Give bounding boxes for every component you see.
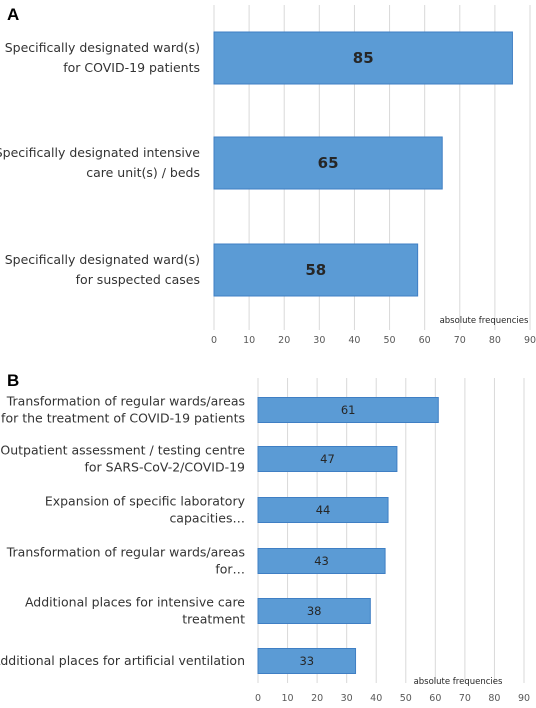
category-label-a-3: Specifically designated ward(s) for suspe…: [5, 252, 200, 287]
x-tick-label-b-70: 70: [459, 693, 471, 704]
x-tick-label-b-90: 90: [518, 693, 530, 704]
panel-letter-a: A: [7, 5, 19, 24]
x-tick-label-a-40: 40: [348, 335, 360, 346]
bar-b-4: [257, 548, 386, 574]
x-tick-label-a-10: 10: [243, 335, 255, 346]
category-label-b-2: Outpatient assessment / testing centre fo…: [0, 443, 245, 475]
data-label-b-1: 61: [341, 403, 356, 417]
category-label-b-3: Expansion of specific laboratory capaciti…: [45, 494, 246, 526]
panel-b: B 0 10 20 30 40 50 60 70 80 90 absolute frequencies…: [0, 371, 530, 704]
bar-b-1: [257, 397, 439, 423]
x-tick-label-b-60: 60: [429, 693, 441, 704]
x-tick-label-b-80: 80: [488, 693, 500, 704]
bar-b-5: [257, 598, 371, 624]
data-label-b-4: 43: [314, 554, 329, 568]
x-axis-title-a: absolute frequencies: [440, 316, 529, 326]
x-tick-label-a-20: 20: [278, 335, 290, 346]
category-label-b-1: Transformation of regular wards/areas for…: [1, 394, 245, 426]
data-label-a-1: 85: [353, 49, 374, 67]
x-tick-label-b-20: 20: [311, 693, 323, 704]
x-tick-label-a-50: 50: [384, 335, 396, 346]
x-tick-label-b-50: 50: [400, 693, 412, 704]
data-label-b-5: 38: [307, 604, 322, 618]
category-label-b-4: Transformation of regular wards/areas for…: [6, 545, 245, 577]
x-tick-label-b-10: 10: [282, 693, 294, 704]
x-tick-label-a-60: 60: [419, 335, 431, 346]
bar-a-3: [213, 243, 419, 297]
panel-a: A 0 10 20 30 40 50 60 70 80 90 absolute frequencies…: [0, 5, 536, 346]
category-label-b-5: Additional places for intensive care trea…: [25, 595, 245, 627]
data-label-b-3: 44: [316, 503, 331, 517]
data-label-b-6: 33: [299, 654, 314, 668]
x-tick-label-a-90: 90: [524, 335, 536, 346]
panel-letter-b: B: [7, 371, 19, 390]
bar-b-2: [257, 446, 398, 472]
x-axis-title-b: absolute frequencies: [414, 677, 503, 687]
x-tick-label-b-0: 0: [255, 693, 261, 704]
category-label-a-2: Specifically designated intensive care un…: [0, 145, 200, 180]
data-label-a-3: 58: [305, 261, 326, 279]
bar-a-2: [213, 136, 443, 190]
category-label-a-1: Specifically designated ward(s) for COVID…: [5, 40, 200, 75]
x-tick-label-a-70: 70: [454, 335, 466, 346]
x-tick-label-a-80: 80: [489, 335, 501, 346]
bar-b-3: [257, 497, 389, 523]
category-label-b-6: Additional places for artificial ventila…: [0, 653, 245, 668]
x-tick-label-a-30: 30: [313, 335, 325, 346]
x-tick-label-a-0: 0: [211, 335, 217, 346]
data-label-a-2: 65: [318, 154, 339, 172]
x-tick-label-b-30: 30: [341, 693, 353, 704]
data-label-b-2: 47: [320, 452, 335, 466]
bar-b-6: [257, 648, 357, 674]
bar-a-1: [213, 31, 513, 85]
x-tick-label-b-40: 40: [370, 693, 382, 704]
